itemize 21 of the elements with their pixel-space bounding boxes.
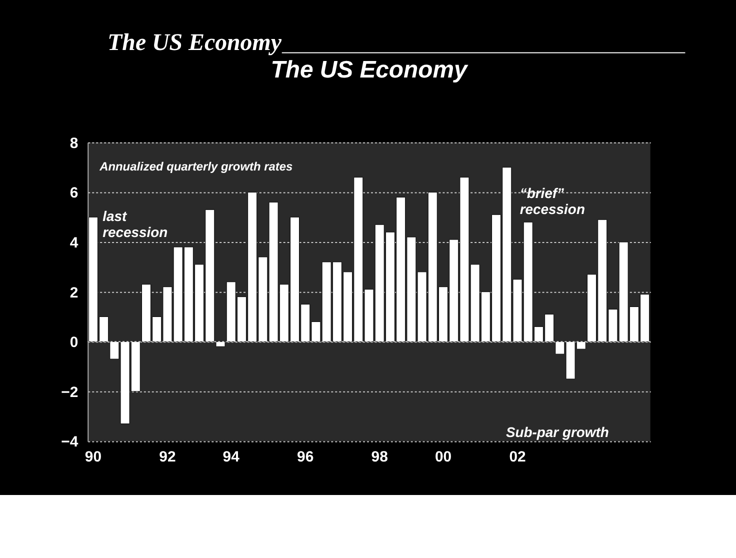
x-tick-label: 02 (509, 448, 526, 466)
x-tick-label: 90 (84, 448, 102, 466)
y-tick-label: −2 (61, 384, 78, 401)
y-tick-label: 4 (70, 234, 79, 252)
text: The US Economy (108, 30, 282, 56)
annotation: Sub-par growth (506, 424, 609, 440)
x-tick-label: 92 (159, 448, 176, 466)
x-tick-label: 96 (297, 448, 314, 466)
bar (216, 341, 226, 347)
annotation: Annualized quarterly growth rates (98, 159, 293, 174)
annotation: “brief” recession (520, 185, 585, 218)
annotation: last recession (102, 208, 168, 240)
chart-title: The US Economy (270, 56, 469, 84)
x-tick-label: 94 (222, 448, 240, 466)
y-tick-label: 6 (70, 184, 78, 202)
x-tick-label: 00 (434, 448, 452, 466)
y-tick-label: 0 (70, 334, 78, 352)
y-tick-label: 8 (70, 134, 78, 152)
y-tick-label: 2 (70, 284, 78, 302)
y-tick-label: −4 (61, 434, 79, 451)
x-tick-label: 98 (371, 448, 388, 466)
